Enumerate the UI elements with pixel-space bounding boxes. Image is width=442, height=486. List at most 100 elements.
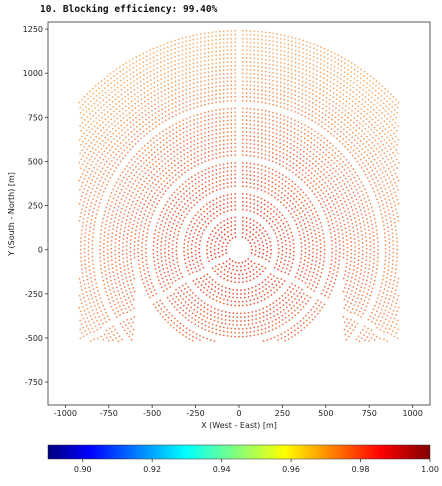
heliostat-point xyxy=(217,287,220,290)
heliostat-point xyxy=(90,123,93,126)
heliostat-point xyxy=(89,182,92,185)
heliostat-point xyxy=(249,131,252,134)
heliostat-point xyxy=(358,178,361,180)
heliostat-point xyxy=(226,61,229,63)
heliostat-point xyxy=(292,162,295,165)
heliostat-point xyxy=(146,206,149,208)
heliostat-point xyxy=(226,92,229,95)
heliostat-point xyxy=(128,175,131,178)
heliostat-point xyxy=(287,310,290,312)
heliostat-point xyxy=(298,58,300,61)
heliostat-point xyxy=(103,231,106,234)
heliostat-point xyxy=(158,266,160,268)
heliostat-point xyxy=(234,277,236,280)
heliostat-point xyxy=(383,184,385,187)
heliostat-point xyxy=(226,182,229,184)
heliostat-point xyxy=(215,189,218,192)
heliostat-point xyxy=(93,274,96,277)
heliostat-point xyxy=(297,226,299,229)
heliostat-point xyxy=(105,219,108,222)
heliostat-point xyxy=(342,93,345,96)
heliostat-point xyxy=(245,209,248,211)
heliostat-point xyxy=(261,50,263,53)
heliostat-point xyxy=(211,239,214,241)
heliostat-point xyxy=(328,174,330,177)
heliostat-point xyxy=(365,255,368,258)
heliostat-point xyxy=(394,275,396,278)
heliostat-point xyxy=(249,178,252,181)
heliostat-point xyxy=(215,206,218,209)
heliostat-point xyxy=(230,225,233,227)
heliostat-point xyxy=(108,163,111,165)
heliostat-point xyxy=(89,222,92,225)
heliostat-point xyxy=(144,222,147,225)
heliostat-point xyxy=(243,288,246,291)
heliostat-point xyxy=(124,182,127,184)
heliostat-point xyxy=(252,273,255,276)
heliostat-point xyxy=(332,180,335,183)
heliostat-point xyxy=(249,299,252,302)
heliostat-point xyxy=(126,280,128,283)
heliostat-point xyxy=(194,314,197,317)
heliostat-point xyxy=(218,243,220,246)
heliostat-point xyxy=(226,331,229,333)
heliostat-point xyxy=(170,319,173,322)
heliostat-point xyxy=(93,175,95,178)
heliostat-point xyxy=(148,161,151,164)
heliostat-point xyxy=(245,127,248,129)
heliostat-point xyxy=(358,276,361,279)
heliostat-point xyxy=(264,137,267,140)
heliostat-point xyxy=(154,112,157,114)
heliostat-point xyxy=(309,62,311,65)
heliostat-point xyxy=(331,109,334,112)
heliostat-point xyxy=(104,169,107,172)
heliostat-point xyxy=(286,158,288,161)
heliostat-point xyxy=(276,52,278,55)
heliostat-point xyxy=(166,279,168,281)
heliostat-point xyxy=(80,233,83,236)
heliostat-point xyxy=(249,198,252,200)
heliostat-point xyxy=(184,288,186,290)
heliostat-point xyxy=(122,194,124,197)
heliostat-point xyxy=(211,121,214,124)
heliostat-point xyxy=(337,228,339,231)
heliostat-point xyxy=(352,269,355,271)
heliostat-point xyxy=(147,94,149,96)
heliostat-point xyxy=(368,199,371,201)
heliostat-point xyxy=(286,197,289,199)
heliostat-point xyxy=(339,247,341,250)
heliostat-point xyxy=(194,299,196,302)
heliostat-point xyxy=(145,255,147,258)
heliostat-point xyxy=(142,230,145,233)
heliostat-point xyxy=(257,148,259,150)
heliostat-point xyxy=(351,173,353,176)
heliostat-point xyxy=(284,180,287,183)
heliostat-point xyxy=(366,221,369,224)
heliostat-point xyxy=(298,167,301,169)
heliostat-point xyxy=(211,62,214,65)
heliostat-point xyxy=(144,105,147,107)
heliostat-point xyxy=(355,224,358,227)
heliostat-point xyxy=(349,124,352,126)
heliostat-point xyxy=(382,157,384,160)
heliostat-point xyxy=(137,162,140,165)
heliostat-point xyxy=(289,269,291,272)
heliostat-point xyxy=(129,291,132,294)
heliostat-point xyxy=(353,304,356,307)
heliostat-point xyxy=(151,154,153,156)
heliostat-point xyxy=(338,105,341,107)
heliostat-point xyxy=(263,298,266,300)
heliostat-point xyxy=(374,304,376,307)
heliostat-point xyxy=(176,320,179,322)
heliostat-point xyxy=(111,101,114,103)
heliostat-point xyxy=(212,203,215,206)
heliostat-point xyxy=(310,263,313,266)
heliostat-point xyxy=(161,277,164,280)
heliostat-point xyxy=(222,127,225,130)
heliostat-point xyxy=(304,98,307,101)
heliostat-point xyxy=(164,213,167,215)
heliostat-point xyxy=(348,272,350,274)
heliostat-point xyxy=(108,98,111,101)
heliostat-point xyxy=(344,333,347,336)
heliostat-point xyxy=(226,170,229,173)
